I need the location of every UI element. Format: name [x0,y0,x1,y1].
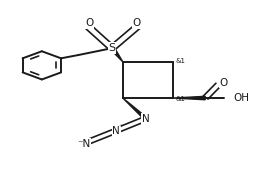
Text: ⁺: ⁺ [119,123,123,132]
Text: O: O [132,18,140,28]
Text: O: O [220,78,228,88]
Text: ⁻N: ⁻N [77,139,90,149]
Text: S: S [109,43,116,53]
Polygon shape [109,48,123,62]
Text: O: O [85,18,93,28]
Polygon shape [173,96,205,100]
Text: N: N [112,126,120,136]
Text: &1: &1 [176,58,185,64]
Text: OH: OH [234,93,249,103]
Text: &1: &1 [176,96,185,102]
Text: N: N [142,114,150,124]
Polygon shape [123,98,148,119]
